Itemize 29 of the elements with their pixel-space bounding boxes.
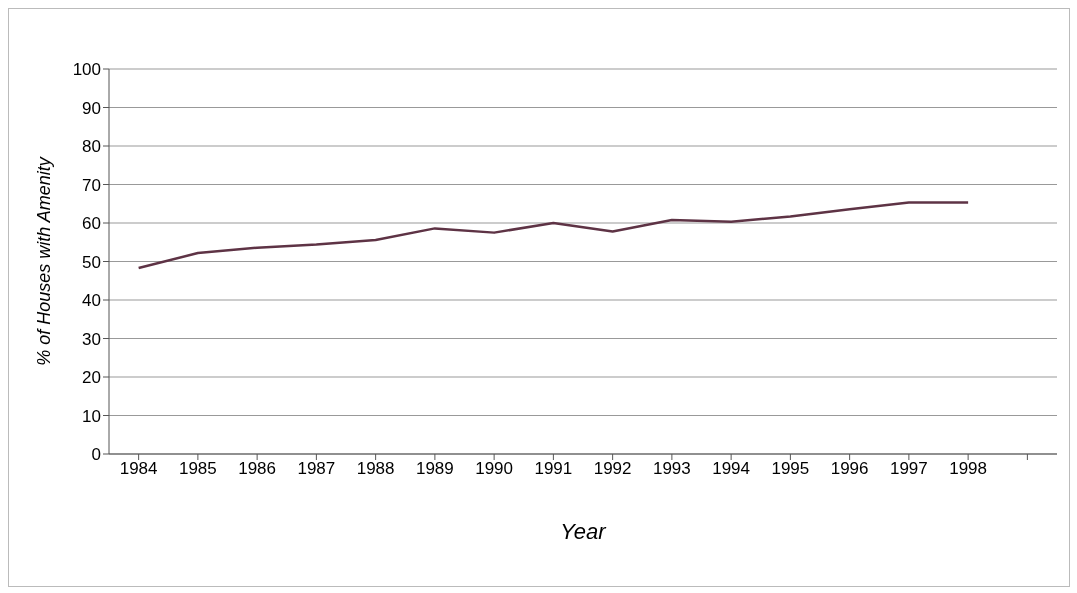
y-axis-title: % of Houses with Amenity: [34, 156, 55, 366]
x-tick-label: 1984: [119, 459, 158, 479]
x-tick-label: 1992: [593, 459, 632, 479]
y-tick-label: 0: [91, 445, 101, 465]
x-tick-label: 1995: [771, 459, 810, 479]
x-tick-label: 1985: [178, 459, 217, 479]
x-tick-label: 1990: [475, 459, 514, 479]
x-tick-label: 1988: [356, 459, 395, 479]
x-axis-title: Year: [560, 519, 608, 544]
x-tick-label: 1989: [415, 459, 454, 479]
y-tick-label: 80: [82, 137, 101, 157]
y-tick-label: 90: [82, 98, 101, 118]
x-tick-label: 1991: [534, 459, 573, 479]
x-tick-label: 1986: [238, 459, 277, 479]
y-tick-label: 30: [82, 329, 101, 349]
x-tick-label: 1996: [830, 459, 869, 479]
y-tick-label: 40: [82, 291, 101, 311]
y-tick-label: 10: [82, 406, 101, 426]
x-tick-label: 1998: [949, 459, 988, 479]
y-tick-label: 50: [82, 252, 101, 272]
line-series: [137, 201, 970, 270]
y-tick-label: 70: [82, 175, 101, 195]
x-tick-label: 1997: [889, 459, 928, 479]
x-tick-label: 1987: [297, 459, 336, 479]
x-tick-label: 1993: [652, 459, 691, 479]
y-tick-label: 60: [82, 214, 101, 234]
y-tick-label: 20: [82, 368, 101, 388]
x-tick-label: 1994: [712, 459, 751, 479]
y-tick-label: 100: [72, 60, 101, 80]
